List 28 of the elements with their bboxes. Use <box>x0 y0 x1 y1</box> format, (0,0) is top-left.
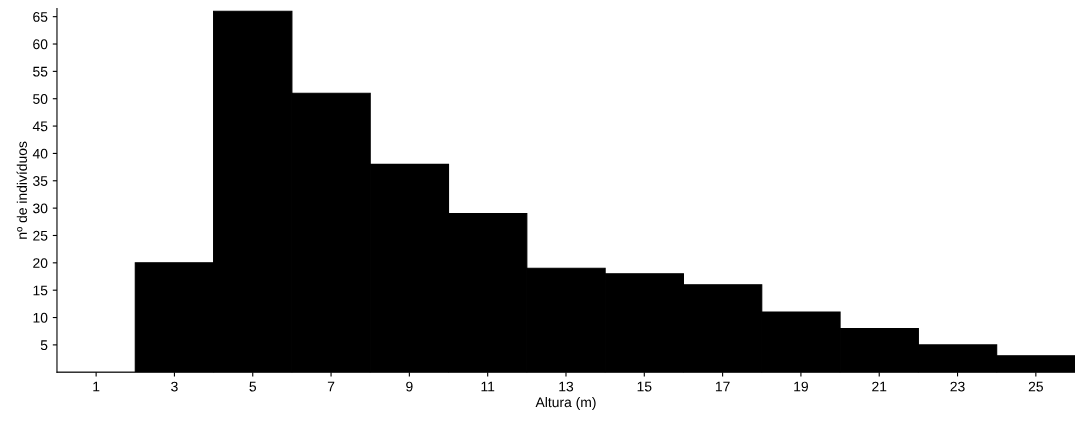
x-tick-label: 9 <box>406 381 413 392</box>
y-tick-label: 45 <box>32 121 48 132</box>
x-tick-label: 15 <box>637 381 652 392</box>
x-tick-label: 25 <box>1028 381 1043 392</box>
y-tick-label: 20 <box>33 258 48 268</box>
y-tick-label: 50 <box>33 94 48 104</box>
x-tick-label: 3 <box>171 381 178 392</box>
y-axis-title: nº de indivíduos <box>16 141 27 239</box>
x-tick-label: 17 <box>715 381 730 392</box>
y-tick-label: 5 <box>40 340 48 351</box>
x-tick-label: 23 <box>950 381 965 392</box>
y-tick-label: 55 <box>33 66 48 77</box>
y-tick-label: 25 <box>33 230 48 241</box>
x-tick-label: 19 <box>794 381 808 392</box>
x-tick-label: 21 <box>872 381 887 392</box>
y-tick-label: 30 <box>33 203 48 214</box>
x-tick-label: 5 <box>249 381 257 392</box>
x-tick-label: 11 <box>481 381 495 392</box>
x-tick-label: 7 <box>327 381 335 392</box>
y-tick-label: 15 <box>33 285 48 296</box>
x-axis-title: Altura (m) <box>535 396 596 410</box>
y-tick-label: 65 <box>33 12 48 22</box>
y-tick-label: 60 <box>33 39 48 50</box>
y-tick-label: 10 <box>33 312 48 323</box>
y-tick-label: 35 <box>33 176 48 186</box>
x-tick-label: 13 <box>559 381 574 392</box>
x-tick-label: 1 <box>93 381 100 392</box>
y-tick-label: 40 <box>32 148 48 159</box>
